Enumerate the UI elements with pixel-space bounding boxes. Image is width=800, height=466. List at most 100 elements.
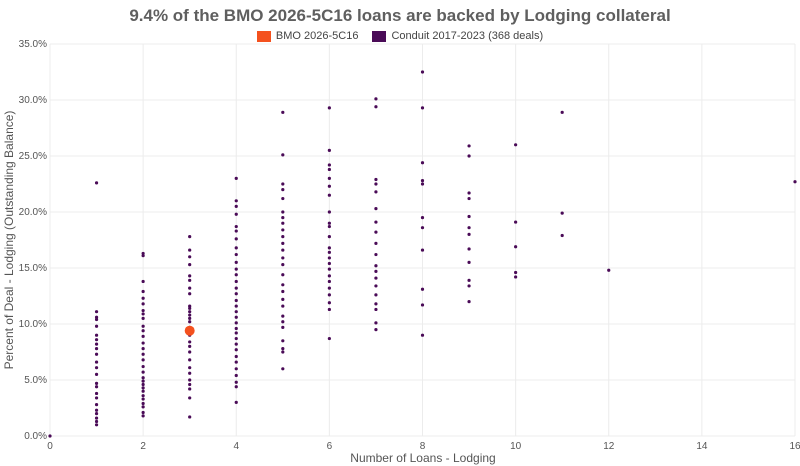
- conduit-point[interactable]: [467, 226, 471, 230]
- conduit-point[interactable]: [188, 358, 192, 362]
- conduit-point[interactable]: [327, 176, 331, 180]
- conduit-point[interactable]: [327, 210, 331, 214]
- conduit-point[interactable]: [374, 241, 378, 245]
- conduit-point[interactable]: [327, 106, 331, 110]
- conduit-point[interactable]: [327, 221, 331, 225]
- conduit-point[interactable]: [141, 251, 145, 256]
- conduit-point[interactable]: [188, 292, 192, 296]
- conduit-point[interactable]: [94, 412, 99, 416]
- conduit-point[interactable]: [281, 256, 285, 260]
- conduit-point[interactable]: [188, 371, 192, 375]
- conduit-point[interactable]: [420, 303, 425, 307]
- conduit-point[interactable]: [141, 329, 145, 333]
- conduit-point[interactable]: [560, 233, 564, 238]
- conduit-point[interactable]: [420, 70, 425, 74]
- conduit-point[interactable]: [420, 106, 425, 110]
- conduit-point[interactable]: [94, 181, 99, 185]
- conduit-point[interactable]: [281, 263, 285, 267]
- conduit-point[interactable]: [94, 338, 99, 342]
- conduit-point[interactable]: [94, 381, 99, 385]
- conduit-point[interactable]: [281, 235, 285, 239]
- conduit-point[interactable]: [141, 347, 145, 351]
- conduit-point[interactable]: [188, 313, 192, 317]
- conduit-point[interactable]: [94, 333, 99, 337]
- conduit-point[interactable]: [141, 376, 145, 380]
- conduit-point[interactable]: [234, 336, 238, 341]
- conduit-point[interactable]: [234, 331, 238, 335]
- conduit-point[interactable]: [48, 434, 52, 438]
- conduit-point[interactable]: [188, 340, 192, 344]
- conduit-point[interactable]: [467, 214, 471, 219]
- conduit-point[interactable]: [94, 315, 99, 319]
- conduit-point[interactable]: [374, 177, 378, 182]
- conduit-point[interactable]: [327, 246, 331, 250]
- conduit-point[interactable]: [420, 333, 425, 337]
- conduit-point[interactable]: [188, 263, 192, 267]
- conduit-point[interactable]: [281, 248, 285, 252]
- conduit-point[interactable]: [94, 385, 99, 389]
- conduit-point[interactable]: [327, 307, 331, 312]
- conduit-point[interactable]: [327, 279, 331, 284]
- conduit-point[interactable]: [374, 328, 378, 332]
- conduit-point[interactable]: [141, 279, 145, 284]
- conduit-point[interactable]: [374, 321, 378, 325]
- conduit-point[interactable]: [188, 304, 192, 308]
- conduit-point[interactable]: [560, 211, 564, 215]
- conduit-point[interactable]: [420, 248, 425, 252]
- conduit-point[interactable]: [234, 292, 238, 296]
- conduit-point[interactable]: [141, 379, 145, 383]
- conduit-point[interactable]: [281, 289, 285, 294]
- conduit-point[interactable]: [188, 316, 192, 320]
- conduit-point[interactable]: [188, 278, 192, 282]
- conduit-point[interactable]: [793, 180, 797, 184]
- conduit-point[interactable]: [141, 405, 145, 409]
- conduit-point[interactable]: [94, 403, 99, 407]
- conduit-point[interactable]: [327, 274, 331, 278]
- conduit-point[interactable]: [94, 391, 99, 396]
- conduit-point[interactable]: [560, 110, 564, 114]
- conduit-point[interactable]: [94, 352, 99, 356]
- conduit-point[interactable]: [141, 382, 145, 387]
- conduit-point[interactable]: [188, 378, 192, 382]
- conduit-point[interactable]: [374, 252, 378, 257]
- conduit-point[interactable]: [94, 342, 99, 346]
- conduit-point[interactable]: [141, 397, 145, 401]
- conduit-point[interactable]: [141, 386, 145, 390]
- conduit-point[interactable]: [281, 273, 285, 277]
- conduit-point[interactable]: [141, 312, 145, 316]
- conduit-point[interactable]: [420, 226, 425, 230]
- conduit-point[interactable]: [234, 400, 238, 404]
- conduit-point[interactable]: [327, 261, 331, 266]
- conduit-point[interactable]: [234, 212, 238, 216]
- conduit-point[interactable]: [467, 284, 471, 288]
- conduit-point[interactable]: [327, 235, 331, 239]
- conduit-point[interactable]: [234, 385, 238, 389]
- conduit-point[interactable]: [374, 182, 378, 186]
- conduit-point[interactable]: [94, 372, 99, 376]
- conduit-point[interactable]: [141, 389, 145, 393]
- conduit-point[interactable]: [281, 210, 285, 214]
- conduit-point[interactable]: [281, 241, 285, 245]
- conduit-point[interactable]: [281, 182, 285, 186]
- conduit-point[interactable]: [234, 367, 238, 371]
- conduit-point[interactable]: [281, 221, 285, 225]
- conduit-point[interactable]: [234, 326, 238, 331]
- conduit-point[interactable]: [374, 230, 378, 234]
- conduit-point[interactable]: [374, 97, 378, 101]
- conduit-point[interactable]: [467, 260, 471, 264]
- conduit-point[interactable]: [281, 297, 285, 301]
- conduit-point[interactable]: [467, 196, 471, 201]
- conduit-point[interactable]: [188, 396, 192, 400]
- conduit-point[interactable]: [188, 310, 192, 314]
- conduit-point[interactable]: [281, 196, 285, 201]
- conduit-point[interactable]: [234, 224, 238, 229]
- conduit-point[interactable]: [234, 310, 238, 314]
- conduit-point[interactable]: [234, 286, 238, 290]
- conduit-point[interactable]: [234, 304, 238, 308]
- conduit-point[interactable]: [281, 320, 285, 324]
- conduit-point[interactable]: [141, 296, 145, 300]
- conduit-point[interactable]: [467, 300, 471, 304]
- conduit-point[interactable]: [281, 350, 285, 354]
- conduit-point[interactable]: [141, 358, 145, 362]
- conduit-point[interactable]: [141, 289, 145, 294]
